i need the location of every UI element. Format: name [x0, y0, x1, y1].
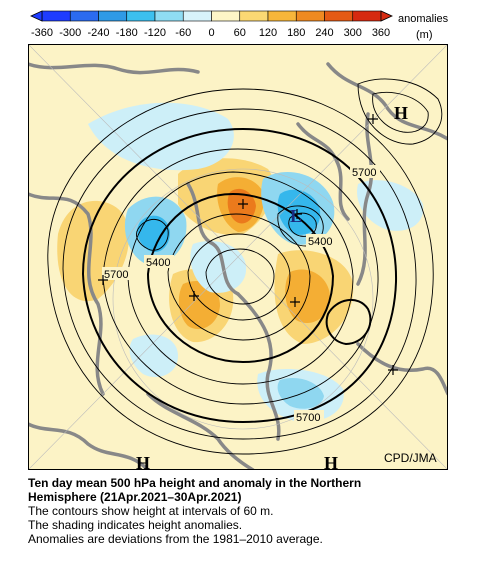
contour-label-5700-s: 5700: [296, 412, 320, 424]
contour-labels: 5700 5400 5400 5700 5700: [102, 165, 380, 424]
colorbar-tick-label: -180: [116, 27, 138, 39]
colorbar-cell: [267, 10, 297, 22]
contour-label-5700-w: 5700: [104, 269, 128, 281]
pressure-center-labels: H H H L: [136, 103, 408, 470]
colorbar-cell: [41, 10, 71, 22]
colorbar-right-arrow: [380, 10, 393, 22]
colorbar-cell: [352, 10, 382, 22]
height-contours: [47, 78, 443, 455]
cross-marker-se: [388, 365, 398, 375]
colorbar-tick-label: 240: [315, 27, 333, 39]
colorbar-cell: [211, 10, 241, 22]
graticule: [28, 44, 448, 470]
colorbar-tick-label: 120: [259, 27, 277, 39]
center-markers: [98, 114, 398, 375]
caption-title-line2: Hemisphere (21Apr.2021–30Apr.2021): [28, 490, 242, 504]
colorbar-cell: [98, 10, 128, 22]
negative-anomaly-east-pacific: [357, 180, 424, 231]
colorbar-tick-label: -360: [31, 27, 53, 39]
caption-line-shading: The shading indicates height anomalies.: [28, 518, 243, 532]
colorbar-cell: [324, 10, 354, 22]
cross-marker-north: [238, 199, 248, 209]
colorbar-tick-label: -300: [59, 27, 81, 39]
colorbar-tick-label: 360: [372, 27, 390, 39]
caption-line-contours: The contours show height at intervals of…: [28, 504, 274, 518]
colorbar-tick-label: 60: [234, 27, 246, 39]
caption-line-anomalies: Anomalies are deviations from the 1981–2…: [28, 532, 323, 546]
negative-anomaly-arctic: [88, 102, 234, 171]
figure-caption: Ten day mean 500 hPa height and anomaly …: [28, 476, 468, 546]
colorbar-cell: [154, 10, 184, 22]
contour-label-5700-ne: 5700: [352, 167, 376, 179]
colorbar-cell: [126, 10, 156, 22]
colorbar-tick-label: 0: [208, 27, 214, 39]
colorbar-tick-labels: -360 -300 -240 -180 -120 -60 0 60 120 180 240 300 36…: [31, 27, 390, 39]
cross-marker-low: [292, 209, 302, 219]
colorbar-left-arrow: [30, 10, 43, 22]
colorbar-tick-label: 180: [287, 27, 305, 39]
anomaly-colorbar: -360 -300 -240 -180 -120 -60 0 60 120 180 240 300 36…: [30, 10, 449, 41]
high-label-ne: H: [394, 103, 408, 123]
colorbar-label: anomalies: [398, 13, 449, 25]
cross-marker-ne: [368, 114, 378, 124]
colorbar-cell: [69, 10, 99, 22]
contour-label-5400-e: 5400: [308, 236, 332, 248]
colorbar-cells: [41, 10, 382, 22]
negative-anomaly-south-core: [277, 377, 324, 409]
colorbar-unit: (m): [416, 29, 433, 41]
colorbar-cell: [182, 10, 212, 22]
negative-anomaly-center: [190, 240, 247, 293]
map-frame: [28, 44, 448, 470]
colorbar-cell: [295, 10, 325, 22]
positive-anomaly-east-core: [285, 269, 330, 324]
colorbar-tick-label: -240: [87, 27, 109, 39]
negative-anomaly-southwest: [129, 334, 178, 378]
positive-anomaly-central-core: [178, 280, 220, 330]
colorbar-tick-label: 300: [344, 27, 362, 39]
coastlines: [28, 62, 448, 470]
cross-marker-central: [189, 291, 199, 301]
cross-marker-east: [290, 297, 300, 307]
contour-label-5400-w: 5400: [146, 257, 170, 269]
colorbar-tick-label: -60: [175, 27, 191, 39]
caption-title-line1: Ten day mean 500 hPa height and anomaly …: [28, 476, 362, 490]
high-label-sw: H: [136, 453, 150, 470]
cross-marker-west: [98, 275, 108, 285]
credit-label: CPD/JMA: [384, 451, 437, 465]
colorbar-tick-label: -120: [144, 27, 166, 39]
low-label-center: L: [290, 206, 302, 226]
high-label-s: H: [324, 453, 338, 470]
polar-stereographic-map: 5700 5400 5400 5700 5700 H H H L CPD/J: [28, 44, 448, 470]
colorbar-cell: [239, 10, 269, 22]
negative-anomaly-west-core: [137, 215, 170, 252]
